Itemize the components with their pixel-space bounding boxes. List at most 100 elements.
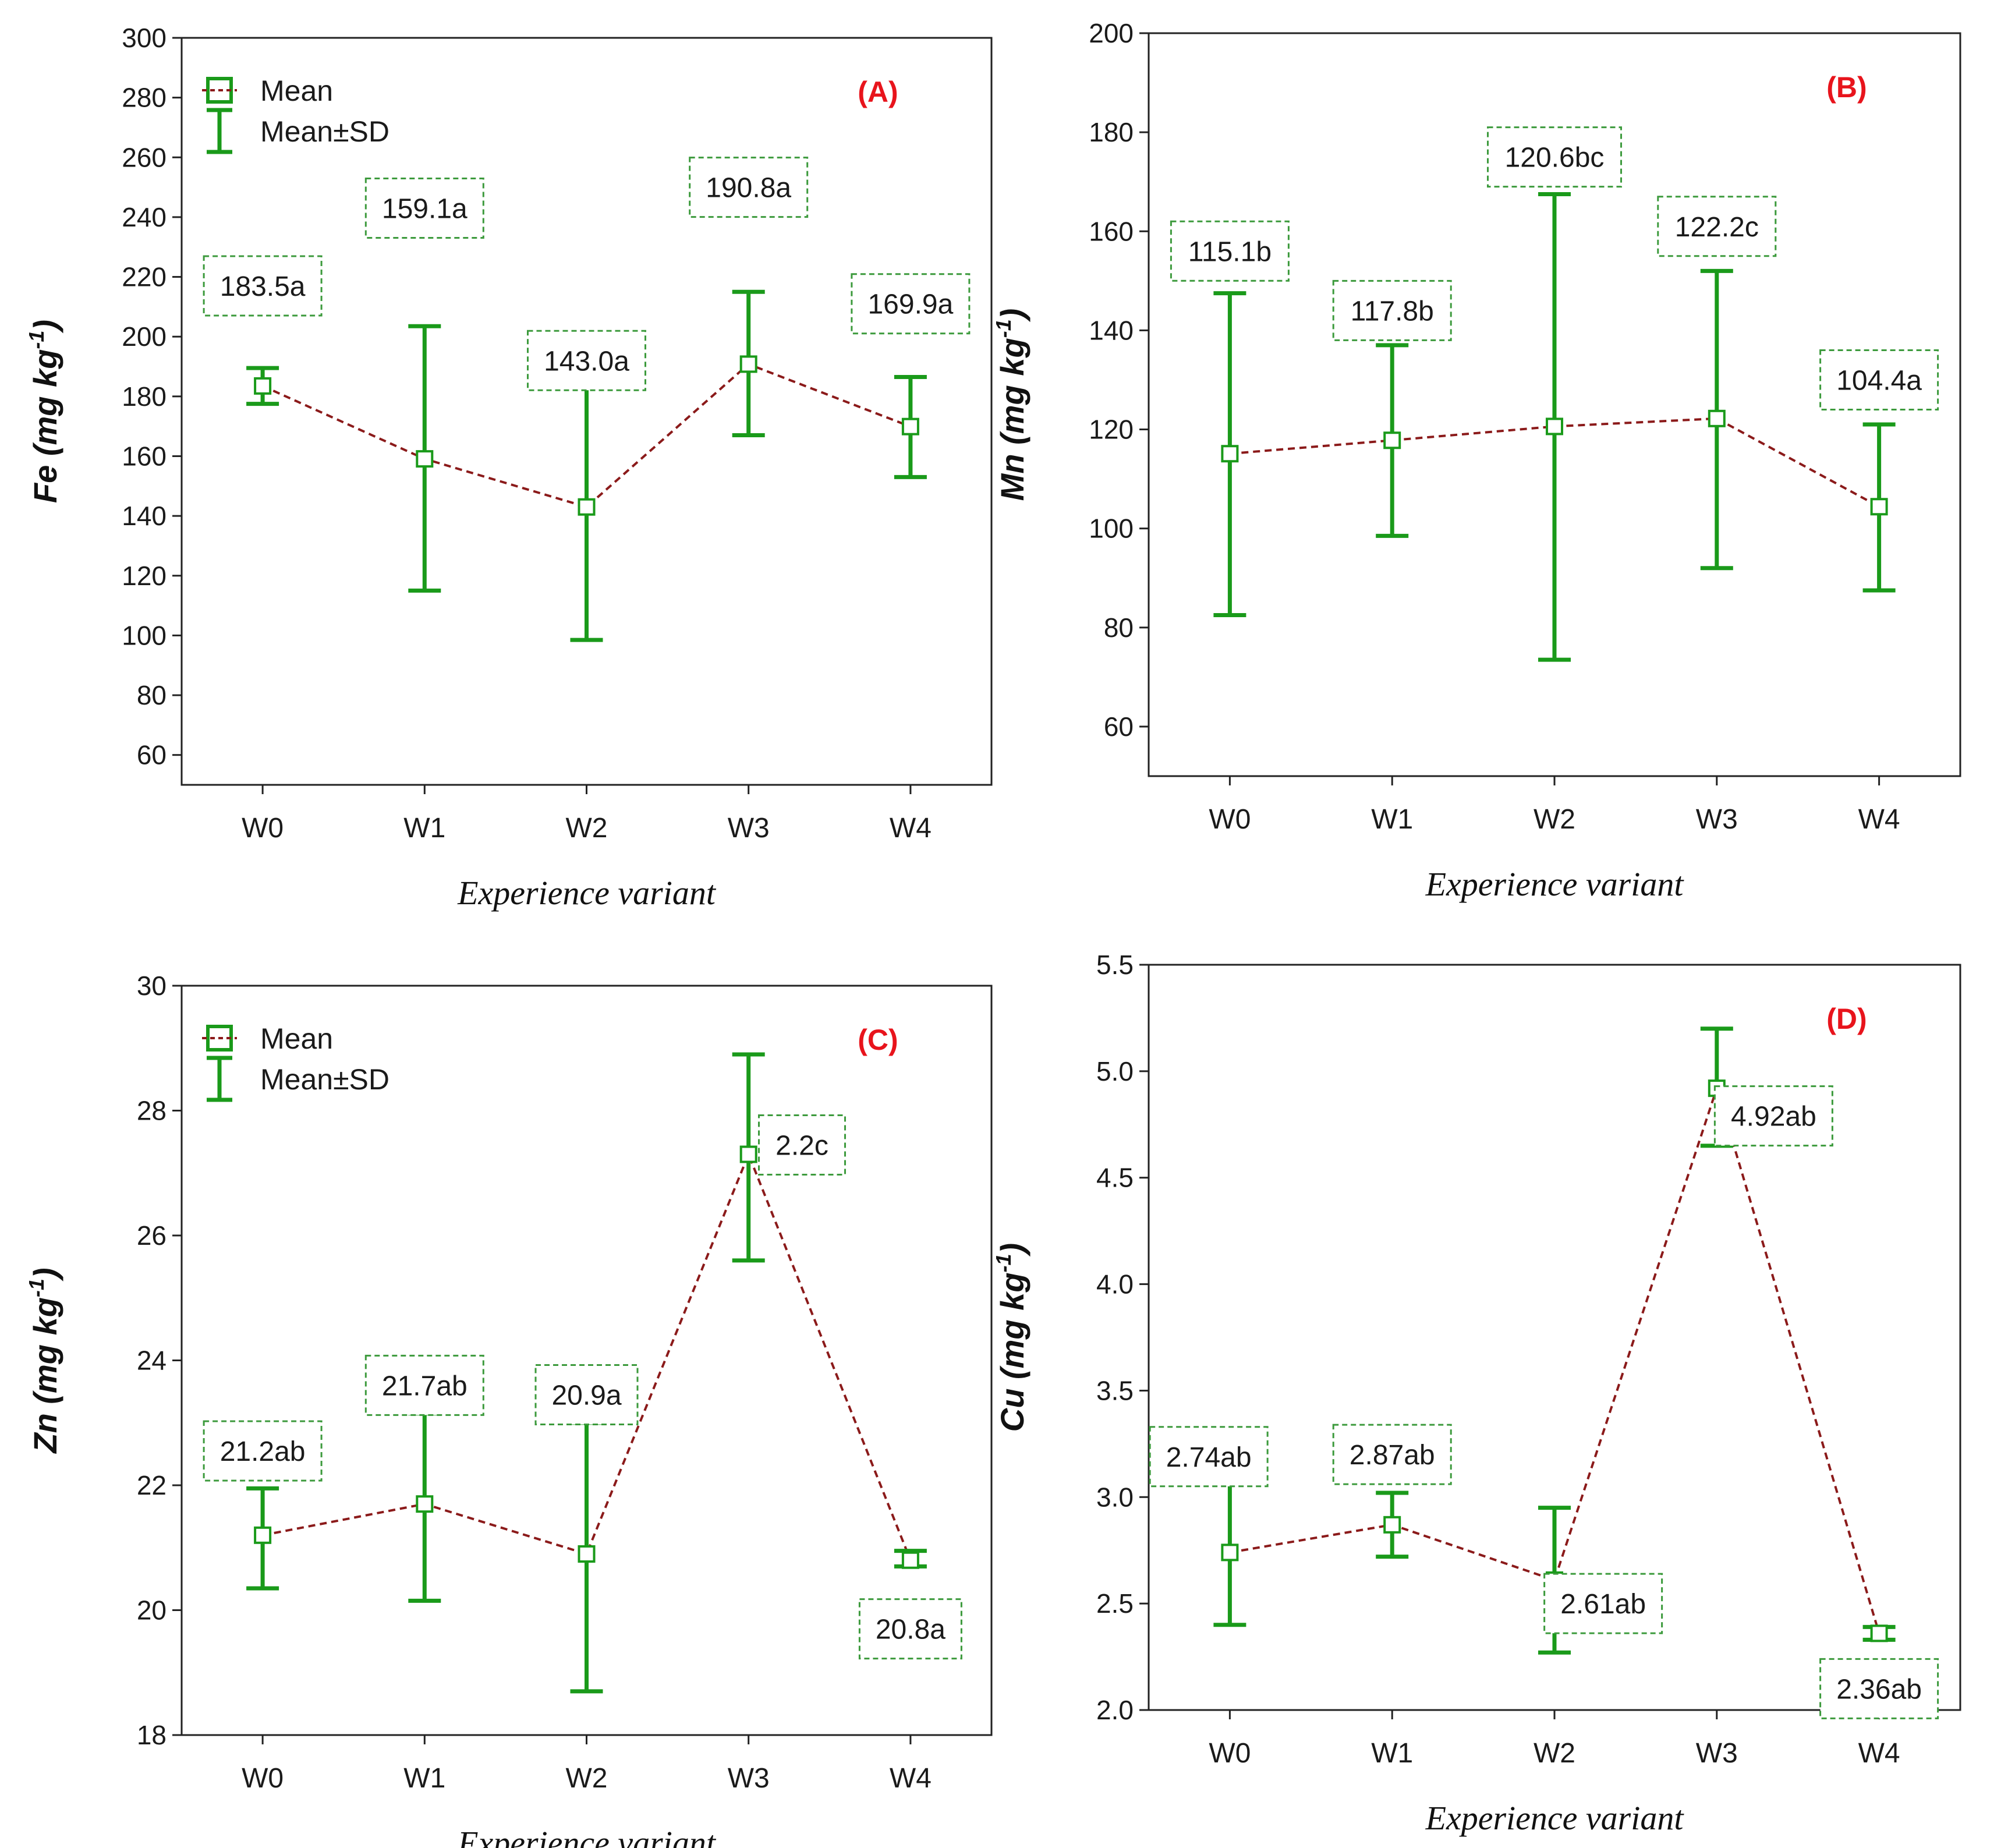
x-tick-label: W3 xyxy=(1696,1738,1738,1769)
mean-marker xyxy=(901,417,919,436)
mean-marker xyxy=(254,377,272,395)
mean-marker xyxy=(1383,431,1401,449)
mean-marker xyxy=(1870,1624,1888,1642)
y-tick-label: 100 xyxy=(1089,514,1134,544)
y-axis-unit: (mg kg xyxy=(27,349,63,465)
y-axis-element: Mn xyxy=(994,454,1030,501)
x-tick-label: W4 xyxy=(1858,804,1900,835)
x-tick-label: W0 xyxy=(242,1763,284,1794)
x-tick-label: W3 xyxy=(728,1763,770,1794)
y-axis-title: Mn (mg kg-1) xyxy=(991,309,1030,501)
mean-marker xyxy=(416,1495,434,1513)
y-tick-label: 140 xyxy=(1089,315,1134,345)
data-label-box xyxy=(689,157,809,218)
data-label: 21.7ab xyxy=(382,1371,468,1401)
data-label-box xyxy=(1543,1573,1663,1634)
chart-panel-c: 18 20 22 24 26 28 30 W0 W1 W2 W3 W4 Experience varia… xyxy=(24,971,993,1848)
y-tick-label: 3.5 xyxy=(1096,1375,1134,1406)
mean-line xyxy=(1230,1084,1880,1634)
mean-marker xyxy=(578,498,596,516)
data-label: 117.8b xyxy=(1351,296,1434,327)
x-tick-label: W2 xyxy=(1534,1738,1575,1769)
y-axis-title: Fe (mg kg-1) xyxy=(24,320,63,503)
chart-panel-d: 2.0 2.5 3.0 3.5 4.0 4.5 5.0 5.5 W0 W1 W2 W3 W4 Experi… xyxy=(991,950,1961,1837)
y-axis-unit: (mg kg xyxy=(27,1297,63,1413)
y-tick-label: 26 xyxy=(137,1220,167,1251)
y-axis-element: Fe xyxy=(27,465,63,503)
y-axis-element: Zn xyxy=(27,1413,63,1454)
data-label: 20.8a xyxy=(876,1615,945,1645)
data-label: 21.2ab xyxy=(220,1436,306,1467)
chart-panel-b: 60 80 100 120 140 160 180 200 W0 W1 W2 W3 W4 Experien… xyxy=(991,18,1961,903)
y-tick-label: 220 xyxy=(122,262,167,292)
data-label-box xyxy=(1487,126,1622,188)
y-tick-label: 60 xyxy=(1104,711,1134,742)
data-label: 159.1a xyxy=(382,194,468,225)
y-tick-label: 28 xyxy=(137,1096,167,1126)
data-label: 169.9a xyxy=(867,289,953,320)
mean-marker xyxy=(1221,445,1239,463)
y-tick-label: 280 xyxy=(122,83,167,113)
mean-marker xyxy=(1708,409,1726,427)
data-label: 115.1b xyxy=(1188,236,1272,267)
data-label-box xyxy=(1149,1426,1269,1488)
x-tick-label: W4 xyxy=(890,1763,932,1794)
panel-tag: (A) xyxy=(858,76,898,108)
data-label: 104.4a xyxy=(1836,365,1922,396)
y-axis-title: Zn (mg kg-1) xyxy=(24,1268,63,1454)
legend: Mean Mean±SD xyxy=(202,75,389,154)
data-label: 143.0a xyxy=(544,346,629,377)
mean-marker xyxy=(1870,498,1888,516)
data-label: 2.87ab xyxy=(1350,1440,1435,1471)
data-label: 2.74ab xyxy=(1166,1442,1252,1473)
y-tick-label: 260 xyxy=(122,142,167,172)
panel-tag: (D) xyxy=(1826,1003,1867,1035)
legend-mean-label: Mean xyxy=(260,1022,333,1055)
y-tick-label: 200 xyxy=(1089,18,1134,48)
y-tick-label: 160 xyxy=(122,441,167,471)
legend: Mean Mean±SD xyxy=(202,1022,389,1102)
x-axis-title: Experience variant xyxy=(457,874,717,912)
mean-marker xyxy=(901,1551,919,1569)
y-tick-label: 4.5 xyxy=(1096,1163,1134,1193)
x-tick-label: W1 xyxy=(403,813,445,844)
chart-panel-a: 60 80 100 120 140 160 180 200 220 240 260 280 300 W0 W… xyxy=(24,23,993,912)
y-tick-label: 120 xyxy=(122,561,167,591)
y-axis-unit: (mg kg xyxy=(994,338,1030,454)
y-tick-label: 4.0 xyxy=(1096,1269,1134,1300)
y-axis-unit-close: ) xyxy=(27,320,63,334)
y-tick-label: 240 xyxy=(122,202,167,232)
x-tick-label: W1 xyxy=(403,1763,445,1794)
y-tick-label: 2.0 xyxy=(1096,1695,1134,1725)
data-label-box xyxy=(1170,220,1290,282)
legend-sd-label: Mean±SD xyxy=(260,115,389,148)
y-axis-unit-close: ) xyxy=(994,1243,1030,1257)
data-label: 2.2c xyxy=(775,1130,828,1161)
data-label-box xyxy=(1819,349,1939,410)
y-axis-element: Cu xyxy=(994,1389,1030,1432)
y-tick-label: 3.0 xyxy=(1096,1482,1134,1512)
data-label-box xyxy=(858,1598,962,1660)
y-tick-label: 5.5 xyxy=(1096,950,1134,980)
y-axis-unit-close: ) xyxy=(994,309,1030,323)
x-tick-label: W1 xyxy=(1371,1738,1413,1769)
data-label-box xyxy=(758,1114,847,1176)
y-tick-label: 18 xyxy=(137,1720,167,1750)
data-label: 190.8a xyxy=(706,173,791,204)
data-label: 120.6bc xyxy=(1505,143,1605,174)
data-label-box xyxy=(1332,279,1452,341)
x-tick-label: W2 xyxy=(1534,804,1575,835)
data-label-box xyxy=(364,1354,484,1416)
x-tick-label: W0 xyxy=(1209,804,1251,835)
x-tick-label: W3 xyxy=(1696,804,1738,835)
data-label-box xyxy=(203,255,323,317)
y-tick-label: 20 xyxy=(137,1595,167,1626)
data-label-box xyxy=(203,1420,323,1482)
y-tick-label: 100 xyxy=(122,620,167,650)
mean-marker xyxy=(578,1545,596,1563)
x-axis-title: Experience variant xyxy=(1425,865,1685,903)
x-tick-label: W1 xyxy=(1371,804,1413,835)
mean-marker xyxy=(254,1526,272,1544)
y-tick-label: 30 xyxy=(137,971,167,1001)
